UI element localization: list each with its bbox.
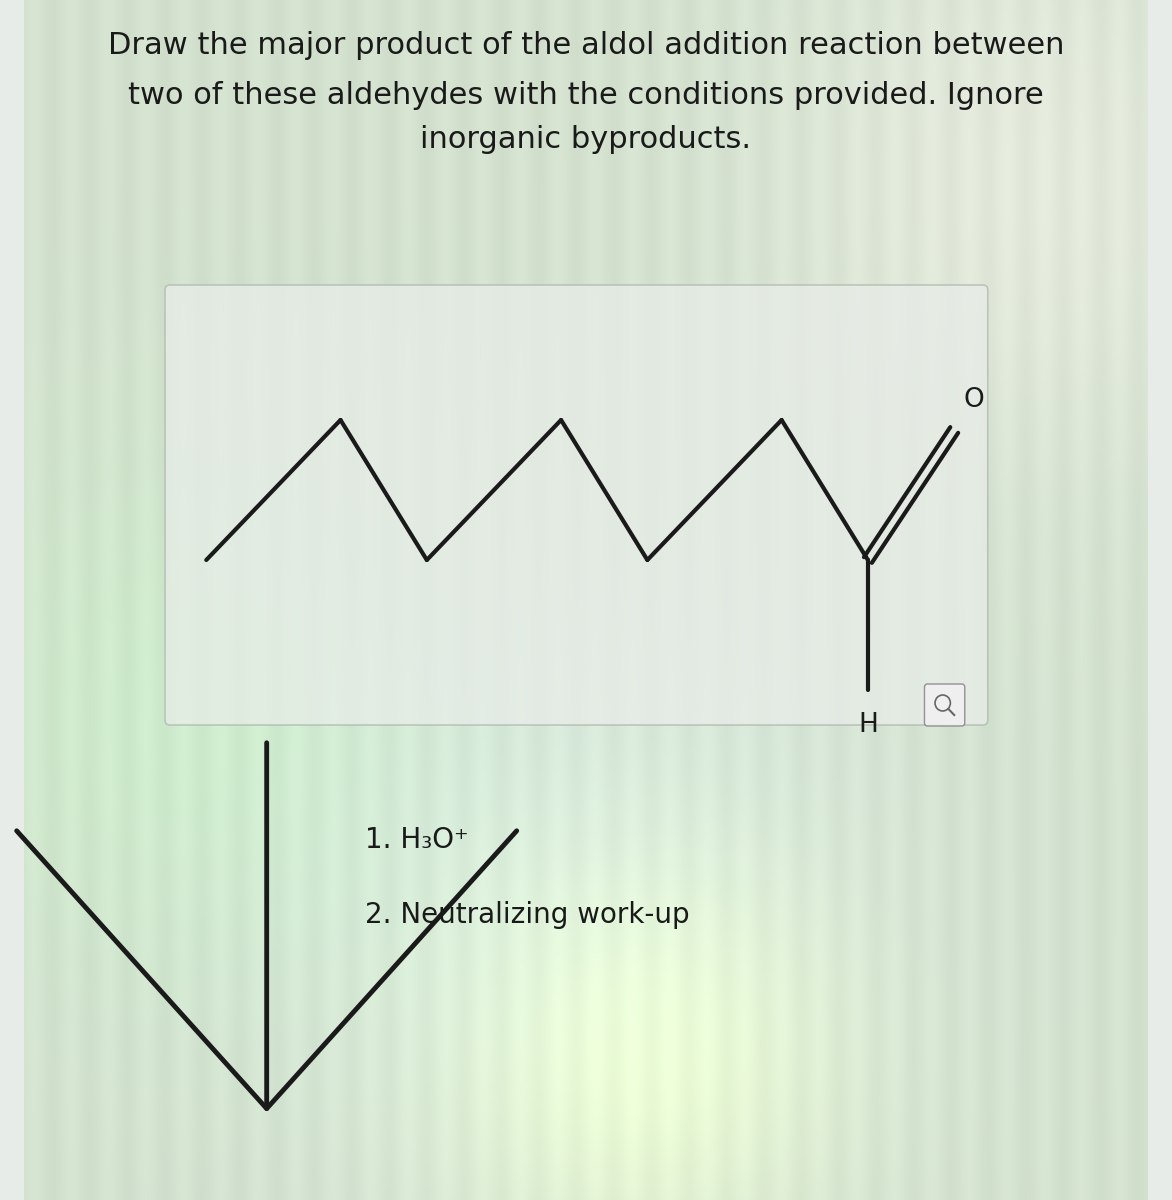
- Text: two of these aldehydes with the conditions provided. Ignore: two of these aldehydes with the conditio…: [128, 80, 1044, 109]
- Text: inorganic byproducts.: inorganic byproducts.: [421, 126, 751, 155]
- Text: O: O: [963, 386, 983, 413]
- Text: 2. Neutralizing work-up: 2. Neutralizing work-up: [364, 901, 689, 929]
- Text: 1. H₃O⁺: 1. H₃O⁺: [364, 826, 468, 854]
- Text: H: H: [858, 712, 878, 738]
- FancyBboxPatch shape: [925, 684, 965, 726]
- Text: Draw the major product of the aldol addition reaction between: Draw the major product of the aldol addi…: [108, 30, 1064, 60]
- FancyBboxPatch shape: [165, 284, 988, 725]
